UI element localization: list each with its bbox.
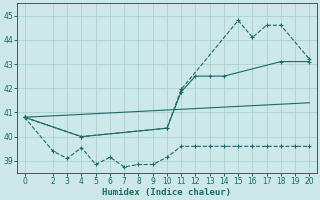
X-axis label: Humidex (Indice chaleur): Humidex (Indice chaleur) [102, 188, 231, 197]
